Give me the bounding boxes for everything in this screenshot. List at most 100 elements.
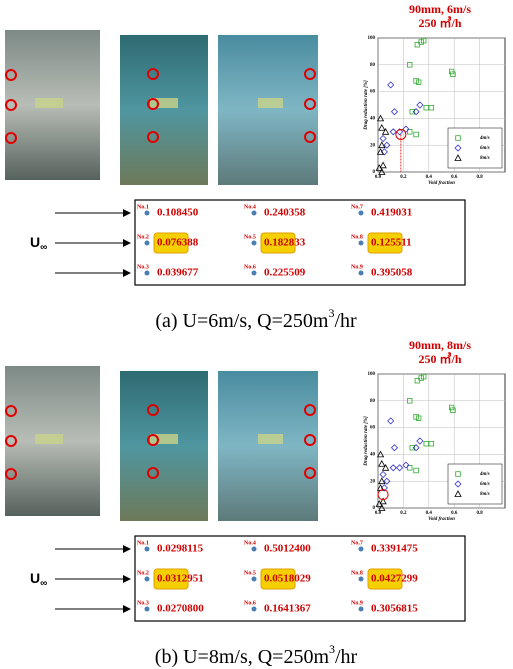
probe-value: 0.3391475 [371,543,418,555]
chart-subtitle: 250 ㎥/h [418,15,461,30]
y-tick-label: 20 [370,143,376,148]
y-tick-label: 60 [370,426,376,431]
probe-label: No.3 [137,600,149,606]
x-axis-label: Void fraction [428,181,455,186]
legend-label: 6m/s [480,482,490,487]
y-tick-label: 40 [370,453,376,458]
legend-label: 8m/s [480,156,490,161]
x-axis-label: Void fraction [428,517,455,522]
probe-value: 0.0312951 [157,573,204,585]
inflow-symbol: U [30,234,40,250]
probe-dot [252,607,257,612]
caption-text: (a) U=6m/s, Q=250m [155,310,329,332]
probe-label: No.2 [137,234,149,240]
probe-label: No.4 [244,540,256,546]
legend-box [448,464,502,504]
probe-dot [359,241,364,246]
probe-dot [145,607,150,612]
y-tick-label: 100 [368,372,376,377]
y-tick-label: 40 [370,117,376,122]
probe-label: No.7 [351,204,363,210]
probe-value: 0.240358 [264,207,306,219]
y-tick-label: 60 [370,90,376,95]
inflow-label: U∞ [30,234,47,253]
probe-dot [252,211,257,216]
probe-value: 0.108450 [157,207,199,219]
probe-value: 0.182833 [264,237,306,249]
probe-label: No.1 [137,204,149,210]
probe-dot [359,271,364,276]
probe-dot [252,577,257,582]
inflow-symbol: U [30,570,40,586]
probe-label: No.8 [351,234,363,240]
x-tick-label: 0.4 [426,175,433,180]
probe-strip [258,98,283,108]
probe-dot [359,211,364,216]
probe-strip [35,98,63,108]
legend-label: 6m/s [480,146,490,151]
y-tick-label: 80 [370,399,376,404]
probe-value: 0.5012400 [264,543,311,555]
probe-dot [145,547,150,552]
photo [218,371,318,521]
probe-dot [145,211,150,216]
inflow-subscript: ∞ [40,242,47,253]
x-tick-label: 0.6 [451,175,458,180]
legend-label: 4m/s [479,472,490,477]
x-tick-label: 0.0 [375,511,382,516]
probe-label: No.9 [351,600,363,606]
caption-text: (b) U=8m/s, Q=250m [155,646,330,668]
probe-value: 0.125511 [371,237,412,249]
probe-label: No.6 [244,264,256,270]
probe-strip [258,434,283,444]
y-tick-label: 100 [368,36,376,41]
probe-value: 0.0270800 [157,603,204,615]
caption-text: /hr [335,646,358,668]
probe-label: No.8 [351,570,363,576]
x-tick-label: 0.2 [400,175,407,180]
caption-text: /hr [334,310,357,332]
legend-label: 8m/s [480,492,490,497]
x-tick-label: 0.4 [426,511,433,516]
y-axis-label: Drag reduction rate [%] [364,80,369,131]
probe-value: 0.419031 [371,207,412,219]
y-axis-label: Drag reduction rate [%] [364,416,369,467]
y-tick-label: 20 [370,479,376,484]
caption: (a) U=6m/s, Q=250m3/hr [155,306,357,332]
probe-label: No.1 [137,540,149,546]
panel: 90mm, 8m/s250 ㎥/h0.00.20.40.60.802040608… [5,338,505,668]
chart-subtitle: 250 ㎥/h [418,351,461,366]
photo [120,35,208,185]
probe-value: 0.0427299 [371,573,418,585]
probe-dot [145,271,150,276]
inflow-subscript: ∞ [40,578,47,589]
probe-dot [145,241,150,246]
probe-label: No.5 [244,570,256,576]
inflow-label: U∞ [30,570,47,589]
y-tick-label: 80 [370,63,376,68]
probe-value: 0.1641367 [264,603,311,615]
probe-dot [252,241,257,246]
probe-dot [359,577,364,582]
probe-value: 0.0518029 [264,573,311,585]
probe-value: 0.039677 [157,267,199,279]
x-tick-label: 0.6 [451,511,458,516]
probe-strip [35,434,63,444]
probe-label: No.3 [137,264,149,270]
probe-dot [252,547,257,552]
probe-value: 0.395058 [371,267,413,279]
chart-title: 90mm, 6m/s [409,2,471,16]
legend-label: 4m/s [479,136,490,141]
probe-value: 0.076388 [157,237,199,249]
probe-label: No.5 [244,234,256,240]
caption: (b) U=8m/s, Q=250m3/hr [155,642,358,668]
probe-dot [145,577,150,582]
photo [120,371,208,521]
probe-dot [359,547,364,552]
probe-value: 0.0298115 [157,543,204,555]
probe-value: 0.225509 [264,267,306,279]
x-tick-label: 0.8 [476,175,483,180]
probe-label: No.2 [137,570,149,576]
probe-dot [359,607,364,612]
